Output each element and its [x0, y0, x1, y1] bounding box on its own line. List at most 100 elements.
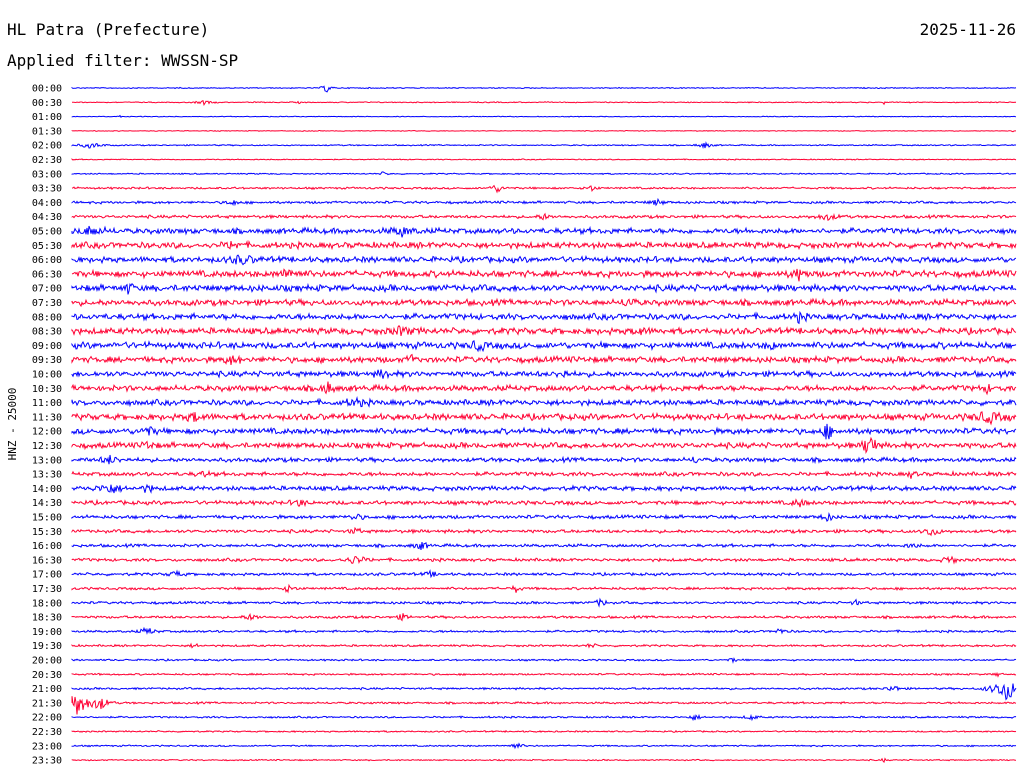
time-tick-label: 00:30: [32, 98, 62, 109]
trace-line-0100: [71, 114, 1017, 118]
trace-line-0200: [71, 141, 1017, 150]
trace-line-1430: [71, 498, 1017, 508]
trace-line-1400: [71, 483, 1017, 494]
trace-line-1930: [71, 642, 1017, 649]
time-tick-label: 07:00: [32, 284, 62, 295]
trace-line-2130: [71, 696, 1017, 715]
time-tick-label: 06:00: [32, 255, 62, 266]
trace-line-1800: [71, 597, 1017, 608]
trace-line-1000: [71, 369, 1017, 380]
time-tick-label: 04:00: [32, 198, 62, 209]
time-tick-label: 02:30: [32, 155, 62, 166]
time-tick-label: 17:00: [32, 570, 62, 581]
trace-line-0900: [71, 340, 1017, 353]
time-tick-label: 10:30: [32, 384, 62, 395]
trace-line-1330: [71, 469, 1017, 479]
time-tick-label: 17:30: [32, 584, 62, 595]
time-tick-label: 21:00: [32, 684, 62, 695]
time-tick-label: 05:30: [32, 241, 62, 252]
time-tick-label: 09:30: [32, 355, 62, 366]
trace-line-1630: [71, 555, 1017, 565]
time-tick-label: 06:30: [32, 269, 62, 280]
time-tick-label: 02:00: [32, 141, 62, 152]
trace-line-1530: [71, 526, 1017, 537]
trace-line-2030: [71, 671, 1017, 678]
time-tick-label: 20:00: [32, 656, 62, 667]
trace-line-1230: [71, 436, 1017, 454]
trace-line-1830: [71, 612, 1017, 622]
time-tick-label: 16:00: [32, 541, 62, 552]
time-tick-label: 11:00: [32, 398, 62, 409]
time-tick-label: 03:00: [32, 169, 62, 180]
trace-line-1030: [71, 381, 1017, 396]
time-tick-label: 05:00: [32, 227, 62, 238]
time-tick-label: 16:30: [32, 555, 62, 566]
trace-line-1300: [71, 454, 1017, 465]
time-tick-label: 04:30: [32, 212, 62, 223]
trace-line-1130: [71, 411, 1017, 426]
trace-line-0630: [71, 268, 1017, 282]
time-tick-label: 08:00: [32, 312, 62, 323]
time-tick-label: 07:30: [32, 298, 62, 309]
trace-group: [71, 85, 1017, 764]
trace-line-0000: [71, 85, 1017, 93]
trace-line-1730: [71, 583, 1017, 594]
trace-line-2300: [71, 742, 1017, 750]
trace-line-0930: [71, 353, 1017, 365]
trace-line-0530: [71, 239, 1017, 251]
trace-line-0030: [71, 100, 1017, 106]
time-tick-label: 09:00: [32, 341, 62, 352]
time-tick-label: 18:00: [32, 598, 62, 609]
trace-line-0230: [71, 158, 1017, 161]
time-tick-label: 19:00: [32, 627, 62, 638]
trace-line-2330: [71, 757, 1016, 764]
time-tick-label: 00:00: [32, 84, 62, 95]
time-tick-label: 15:30: [32, 527, 62, 538]
time-tick-label: 15:00: [32, 513, 62, 524]
time-tick-label: 22:00: [32, 713, 62, 724]
date-label: 2025-11-26: [919, 20, 1016, 39]
trace-line-0300: [71, 171, 1017, 176]
trace-line-0130: [71, 129, 1016, 133]
time-tick-label: 19:30: [32, 641, 62, 652]
trace-line-0830: [71, 324, 1017, 337]
trace-line-1500: [71, 512, 1017, 523]
trace-line-0430: [71, 212, 1017, 221]
time-tick-label: 13:30: [32, 470, 62, 481]
trace-line-1700: [71, 569, 1017, 579]
time-tick-label: 12:00: [32, 427, 62, 438]
trace-line-1600: [71, 541, 1017, 550]
time-tick-label: 01:00: [32, 112, 62, 123]
time-tick-label: 14:00: [32, 484, 62, 495]
time-tick-label: 18:30: [32, 613, 62, 624]
time-tick-label: 20:30: [32, 670, 62, 681]
trace-line-0500: [71, 225, 1017, 238]
y-axis-label: HNZ - 25000: [6, 388, 19, 461]
trace-line-0400: [71, 197, 1017, 207]
trace-line-0730: [71, 297, 1017, 308]
time-tick-label: 01:30: [32, 126, 62, 137]
time-tick-label: 08:30: [32, 327, 62, 338]
trace-line-1100: [71, 396, 1017, 408]
trace-line-1200: [71, 423, 1017, 440]
trace-line-1900: [71, 626, 1017, 635]
trace-line-0600: [71, 254, 1017, 266]
time-tick-label: 12:30: [32, 441, 62, 452]
station-title: HL Patra (Prefecture): [7, 20, 210, 39]
trace-line-2230: [71, 729, 1017, 734]
trace-line-2200: [71, 713, 1017, 722]
time-tick-label: 13:00: [32, 455, 62, 466]
time-tick-label: 03:30: [32, 184, 62, 195]
trace-line-0800: [71, 310, 1017, 325]
time-tick-label: 14:30: [32, 498, 62, 509]
trace-line-0700: [71, 282, 1017, 295]
time-tick-label: 10:00: [32, 370, 62, 381]
time-tick-labels: 00:00 00:30 01:00 01:30 02:00 02:30 03:00 03:30…: [32, 84, 62, 767]
time-tick-label: 11:30: [32, 412, 62, 423]
trace-line-2100: [71, 683, 1017, 701]
filter-label: Applied filter: WWSSN-SP: [7, 51, 239, 70]
time-tick-label: 21:30: [32, 698, 62, 709]
time-tick-label: 23:00: [32, 741, 62, 752]
time-tick-label: 22:30: [32, 727, 62, 738]
